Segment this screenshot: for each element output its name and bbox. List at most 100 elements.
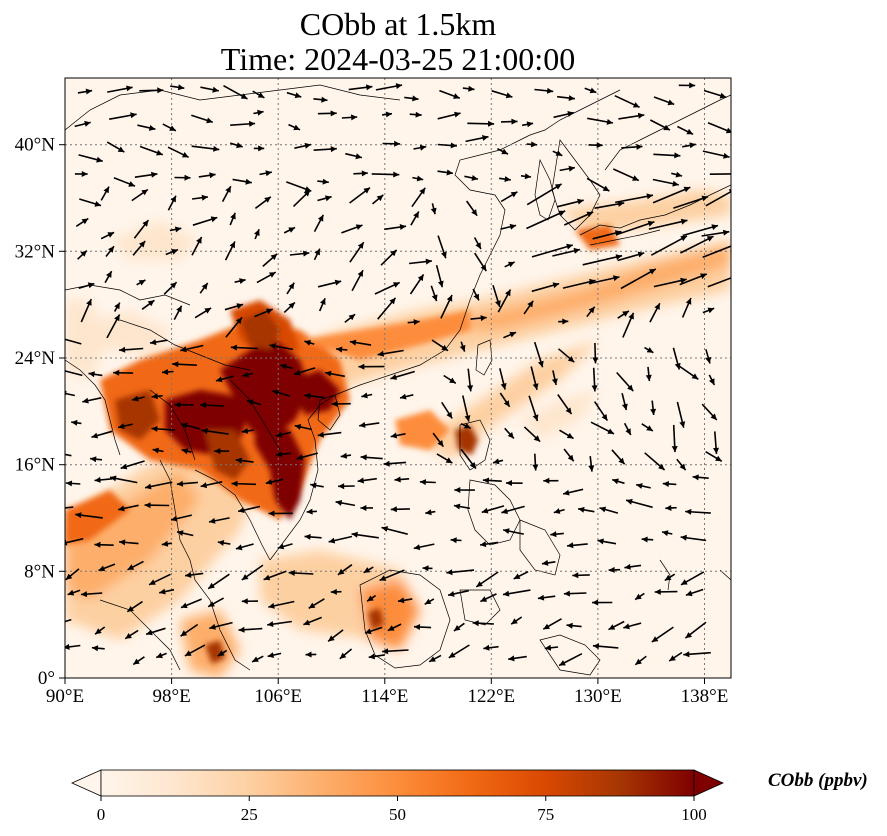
wind-arrow-head [88, 371, 95, 378]
wind-arrow-head [713, 447, 719, 454]
wind-arrow-head [509, 223, 517, 230]
lat-tick-label: 24°N [15, 348, 56, 369]
wind-arrow-head [161, 540, 169, 547]
wind-arrow-head [568, 165, 575, 172]
wind-arrow-head [480, 315, 487, 322]
wind-arrow-shaft [615, 221, 655, 236]
wind-arrow-head [608, 624, 616, 630]
wind-arrow-head [139, 241, 146, 248]
wind-arrow-head [84, 120, 91, 127]
wind-arrow-head [263, 574, 271, 581]
wind-arrow-head [334, 279, 342, 286]
wind-arrow-head [169, 125, 176, 131]
wind-arrow-head [119, 346, 126, 353]
wind-arrow-head [613, 275, 620, 282]
wind-arrow-head [215, 376, 223, 383]
wind-arrow-head [171, 515, 178, 522]
wind-arrow-head [566, 622, 573, 629]
wind-arrow-head [394, 140, 401, 147]
wind-arrow-head [621, 403, 628, 411]
wind-arrow-head [524, 173, 531, 180]
wind-arrow-head [483, 644, 490, 651]
wind-arrow-head [646, 347, 654, 353]
wind-arrow-head [723, 152, 730, 159]
wind-arrow-shaft [65, 370, 83, 377]
wind-arrow-head [180, 630, 188, 637]
wind-arrow-head [589, 87, 597, 94]
wind-arrow-head [151, 393, 158, 400]
wind-arrow-head [419, 187, 426, 195]
wind-arrow-shaft [65, 453, 72, 457]
wind-arrow-head [450, 537, 457, 544]
wind-arrow-head [448, 591, 455, 597]
wind-arrow-head [683, 186, 691, 193]
wind-arrow-head [552, 282, 560, 289]
wind-arrow-head [592, 643, 600, 650]
wind-arrow-head [706, 236, 714, 242]
wind-arrow-head [98, 565, 106, 572]
wind-arrow-head [628, 312, 634, 320]
map-frame [64, 77, 732, 679]
wind-arrow-head [453, 625, 461, 631]
wind-arrow-head [180, 346, 187, 353]
wind-arrow-head [304, 533, 311, 540]
wind-arrow-head [719, 92, 727, 99]
lon-tick-label: 138°E [681, 686, 729, 707]
colorbar-max-extend [693, 769, 724, 797]
wind-arrow-head [722, 229, 730, 236]
wind-arrow-head [209, 517, 216, 524]
wind-arrow-head [110, 475, 117, 482]
wind-arrow-head [149, 579, 156, 585]
wind-arrow-head [586, 211, 594, 218]
wind-arrow-head [138, 280, 146, 286]
wind-arrow-head [357, 270, 363, 277]
lon-tick-label: 130°E [574, 686, 622, 707]
wind-arrow-head [308, 602, 316, 609]
wind-arrow-head [471, 175, 478, 181]
wind-arrow-head [288, 227, 295, 233]
wind-arrow-head [387, 625, 395, 631]
wind-arrow-shaft [652, 186, 691, 204]
wind-arrow-head [398, 597, 405, 604]
wind-arrow-head [272, 389, 280, 396]
wind-arrow-shaft [65, 537, 84, 544]
wind-arrow-head [141, 189, 148, 196]
wind-arrow-head [480, 596, 488, 602]
wind-arrow-head [430, 207, 437, 215]
wind-arrow-head [567, 111, 574, 117]
wind-arrow-head [446, 169, 453, 176]
wind-arrow-head [390, 249, 397, 257]
wind-arrow-head [349, 339, 357, 346]
wind-arrow-shaft [65, 392, 75, 397]
wind-arrow-head [325, 195, 332, 202]
wind-arrow-shaft [65, 506, 74, 509]
wind-arrow-head [385, 111, 392, 118]
wind-arrow-head [606, 119, 613, 125]
wind-arrow-head [235, 544, 243, 551]
wind-arrow-head [330, 588, 337, 595]
wind-arrow-shaft [702, 245, 731, 259]
wind-arrow-head [544, 644, 552, 651]
wind-arrow-head [252, 656, 259, 662]
colorbar-ticks [100, 796, 695, 801]
wind-arrow-head [357, 477, 364, 484]
wind-arrow-head [148, 125, 156, 131]
wind-arrow-shaft [526, 183, 563, 206]
wind-arrow-head [265, 170, 272, 177]
wind-arrow-head [665, 505, 672, 511]
wind-arrow-head [210, 216, 218, 223]
wind-arrow-head [209, 172, 216, 179]
wind-arrow-head [142, 220, 149, 227]
wind-arrow-head [625, 428, 631, 435]
wind-arrow-head [510, 191, 518, 198]
wind-arrow-head [480, 541, 487, 548]
wind-arrow-head [416, 175, 424, 182]
wind-arrow-head [322, 178, 329, 185]
wind-arrow-head [562, 318, 569, 325]
wind-arrow-head [572, 572, 579, 579]
wind-arrow-head [280, 363, 287, 370]
wind-arrow-head [87, 282, 95, 289]
wind-arrow-head [475, 242, 481, 249]
wind-arrow-head [275, 431, 283, 438]
wind-arrow-head [94, 541, 101, 548]
